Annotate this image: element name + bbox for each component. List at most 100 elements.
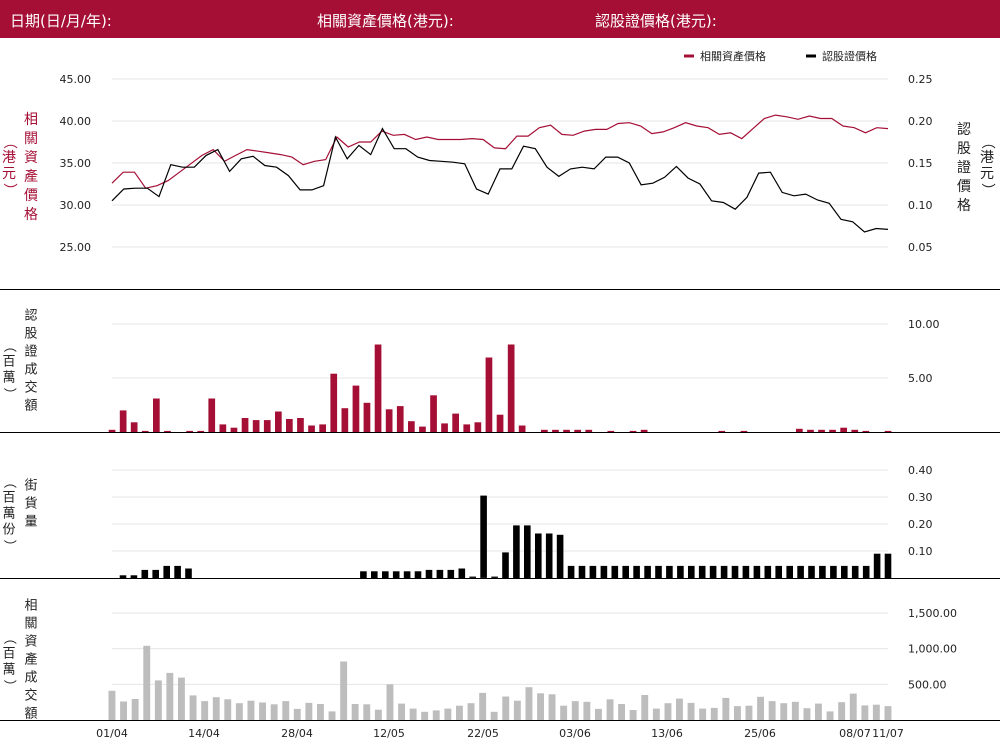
underlying-turnover-bar bbox=[398, 703, 405, 720]
warrant-turnover-bar bbox=[341, 408, 349, 432]
y-right-axis-title-char: 股 bbox=[957, 141, 971, 157]
outstanding-bar bbox=[611, 565, 619, 578]
warrant-turnover-bar bbox=[363, 402, 371, 432]
y-tick-label: 1,500.00 bbox=[908, 607, 957, 620]
underlying-turnover-bar bbox=[537, 693, 544, 721]
warrant-turnover-bar bbox=[441, 423, 448, 432]
warrant-turnover-axis-title-char: 認 bbox=[24, 308, 37, 324]
y-right-axis-unit-char: 港 bbox=[980, 150, 994, 166]
warrant-turnover-bar bbox=[552, 429, 559, 432]
underlying-turnover-bar bbox=[629, 710, 637, 720]
underlying-turnover-bar bbox=[838, 702, 846, 720]
underlying-turnover-axis-unit-char: 百 bbox=[2, 647, 15, 662]
outstanding-bar bbox=[720, 565, 728, 578]
y-right-axis-unit-char: 元 bbox=[980, 166, 994, 182]
date-label: 日期(日/月/年): bbox=[10, 12, 112, 30]
y-left-axis-title-char: 產 bbox=[24, 168, 38, 185]
outstanding-bar bbox=[808, 565, 815, 578]
underlying-turnover-bar bbox=[270, 704, 278, 720]
warrant-turnover-bar bbox=[640, 429, 648, 432]
warrant-turnover-bar bbox=[884, 430, 892, 432]
underlying-turnover-bar bbox=[386, 684, 394, 720]
warrant-turnover-bar bbox=[208, 398, 216, 432]
outstanding-bar bbox=[830, 565, 837, 578]
underlying-turnover-bar bbox=[884, 706, 892, 720]
underlying-turnover-bar bbox=[595, 708, 602, 720]
warrant-turnover-bar bbox=[374, 344, 382, 432]
outstanding-bar bbox=[556, 534, 564, 578]
outstanding-bar bbox=[360, 571, 367, 579]
outstanding-bar bbox=[119, 575, 127, 578]
outstanding-bar bbox=[163, 565, 170, 578]
y-left-tick-label: 45.00 bbox=[60, 73, 92, 86]
warrant-turnover-bar bbox=[319, 424, 326, 432]
underlying-turnover-bar bbox=[235, 703, 243, 720]
outstanding-axis-title-char: 貨 bbox=[24, 496, 37, 512]
warrant-turnover-bars bbox=[108, 344, 892, 432]
warrant-turnover-axis-unit: （ 百萬） bbox=[2, 339, 17, 400]
y-left-axis-unit-char: 港 bbox=[2, 150, 16, 166]
warrant-turnover-bar bbox=[541, 429, 548, 432]
outstanding-bar bbox=[873, 553, 881, 578]
warrant-turnover-bar bbox=[629, 430, 637, 432]
y-tick-label: 0.20 bbox=[908, 518, 933, 531]
warrant-turnover-bar bbox=[286, 419, 293, 432]
underlying-turnover-bar bbox=[513, 700, 521, 720]
underlying-turnover-bar bbox=[652, 708, 660, 720]
warrant-turnover-bar bbox=[718, 430, 726, 432]
x-tick-label: 28/04 bbox=[281, 727, 313, 740]
underlying-turnover-bar bbox=[583, 701, 591, 720]
underlying-turnover-bars bbox=[108, 645, 892, 721]
warrant-turnover-bar bbox=[862, 430, 870, 432]
underlying-turnover-bar bbox=[710, 707, 718, 720]
underlying-turnover-bar bbox=[641, 695, 649, 720]
outstanding-bar bbox=[436, 569, 444, 578]
y-left-tick-label: 40.00 bbox=[60, 115, 92, 128]
underlying-turnover-bar bbox=[351, 704, 359, 721]
warrant-turnover-bar bbox=[740, 430, 748, 432]
warrant-turnover-bar bbox=[829, 429, 836, 432]
outstanding-bar bbox=[469, 576, 476, 578]
warrant-turnover-bar bbox=[308, 425, 315, 432]
outstanding-bar bbox=[480, 495, 487, 578]
underlying-turnover-bar bbox=[502, 696, 510, 720]
y-tick-label: 10.00 bbox=[908, 318, 940, 331]
warrant-turnover-bar bbox=[164, 430, 171, 432]
underlying-turnover-bar bbox=[734, 706, 741, 720]
warrant-turnover-axis-title-char: 證 bbox=[24, 344, 37, 360]
underlying-turnover-axis-unit-char: 萬 bbox=[2, 663, 15, 678]
outstanding-bar bbox=[392, 571, 400, 579]
underlying-turnover-bar bbox=[143, 645, 151, 720]
warrant-turnover-bar bbox=[574, 429, 581, 432]
underlying-turnover-bar bbox=[745, 705, 753, 720]
y-left-axis-title-char: 資 bbox=[24, 150, 38, 166]
warrant-turnover-bar bbox=[297, 418, 304, 432]
outstanding-bar bbox=[502, 552, 509, 578]
warrant-turnover-bar bbox=[485, 357, 493, 432]
x-tick-label: 03/06 bbox=[559, 727, 591, 740]
y-right-axis-unit: （港元） bbox=[979, 135, 995, 197]
underlying-turnover-axis-title-char: 相 bbox=[24, 599, 37, 614]
warrant-turnover-axis-title-char: 成 bbox=[24, 363, 37, 378]
x-tick-label: 22/05 bbox=[467, 727, 499, 740]
underlying-price-label: 相關資產價格(港元): bbox=[317, 12, 454, 30]
warrant-price-line bbox=[111, 127, 889, 233]
warrant-turnover-bar bbox=[186, 430, 193, 432]
outstanding-bar bbox=[458, 568, 466, 578]
warrant-turnover-bar bbox=[330, 373, 338, 432]
y-right-axis-title-char: 價 bbox=[957, 178, 971, 195]
outstanding-bar bbox=[371, 571, 378, 579]
warrant-turnover-bar bbox=[153, 398, 160, 432]
header-bar: 日期(日/月/年): 相關資產價格(港元): 認股證價格(港元): bbox=[0, 0, 1000, 38]
outstanding-bar bbox=[786, 565, 793, 578]
outstanding-bar bbox=[633, 565, 640, 578]
underlying-turnover-bar bbox=[282, 701, 290, 720]
warrant-turnover-bar bbox=[108, 429, 116, 432]
outstanding-bar bbox=[185, 568, 192, 578]
outstanding-bar bbox=[677, 565, 684, 578]
outstanding-bar bbox=[141, 569, 149, 578]
underlying-turnover-bar bbox=[374, 709, 382, 720]
y-right-axis-title-char: 證 bbox=[957, 159, 971, 176]
warrant-turnover-axis-unit-char: ） bbox=[2, 387, 17, 400]
outstanding-bar bbox=[884, 553, 892, 578]
